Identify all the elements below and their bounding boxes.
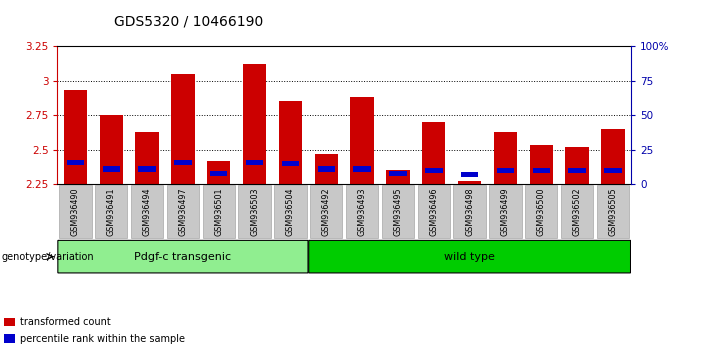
Bar <box>425 168 442 173</box>
FancyBboxPatch shape <box>597 185 629 238</box>
FancyBboxPatch shape <box>238 185 271 238</box>
Text: GSM936500: GSM936500 <box>537 187 546 236</box>
Bar <box>353 166 371 172</box>
Bar <box>171 74 195 184</box>
Text: genotype/variation: genotype/variation <box>1 252 94 262</box>
Text: GSM936494: GSM936494 <box>142 187 151 236</box>
Bar <box>210 171 228 176</box>
Text: GSM936502: GSM936502 <box>573 187 582 236</box>
Bar <box>282 161 299 166</box>
Bar <box>497 168 515 173</box>
Text: GSM936491: GSM936491 <box>107 187 116 236</box>
FancyBboxPatch shape <box>131 185 163 238</box>
Bar <box>207 161 231 184</box>
Bar <box>315 154 338 184</box>
Text: percentile rank within the sample: percentile rank within the sample <box>20 334 185 344</box>
Text: GSM936490: GSM936490 <box>71 187 80 236</box>
Text: GSM936492: GSM936492 <box>322 187 331 236</box>
FancyBboxPatch shape <box>60 185 92 238</box>
Text: GSM936498: GSM936498 <box>465 187 474 236</box>
Bar <box>530 145 553 184</box>
Bar <box>422 122 445 184</box>
Bar <box>102 166 120 172</box>
Bar <box>350 97 374 184</box>
FancyBboxPatch shape <box>167 185 199 238</box>
Bar <box>100 115 123 184</box>
Text: GSM936503: GSM936503 <box>250 187 259 236</box>
Text: Pdgf-c transgenic: Pdgf-c transgenic <box>135 252 231 262</box>
Bar <box>279 101 302 184</box>
Bar <box>533 168 550 173</box>
Text: GSM936493: GSM936493 <box>358 187 367 236</box>
Text: GSM936505: GSM936505 <box>608 187 618 236</box>
Bar <box>569 168 586 173</box>
Bar <box>494 132 517 184</box>
Bar <box>389 171 407 176</box>
FancyBboxPatch shape <box>525 185 557 238</box>
FancyBboxPatch shape <box>489 185 522 238</box>
Bar <box>67 160 84 165</box>
FancyBboxPatch shape <box>382 185 414 238</box>
Bar <box>243 64 266 184</box>
Text: GSM936501: GSM936501 <box>215 187 223 236</box>
Bar <box>601 129 625 184</box>
Bar <box>604 168 622 173</box>
Bar <box>246 160 264 165</box>
Bar <box>135 132 158 184</box>
Bar <box>64 90 87 184</box>
FancyBboxPatch shape <box>561 185 593 238</box>
Text: GDS5320 / 10466190: GDS5320 / 10466190 <box>114 14 263 28</box>
FancyBboxPatch shape <box>418 185 450 238</box>
FancyBboxPatch shape <box>95 185 128 238</box>
Bar <box>174 160 191 165</box>
Bar <box>566 147 589 184</box>
Bar <box>4 318 15 326</box>
Text: GSM936495: GSM936495 <box>393 187 402 236</box>
FancyBboxPatch shape <box>58 240 308 273</box>
FancyBboxPatch shape <box>310 185 342 238</box>
FancyBboxPatch shape <box>454 185 486 238</box>
FancyBboxPatch shape <box>346 185 379 238</box>
Text: GSM936504: GSM936504 <box>286 187 295 236</box>
FancyBboxPatch shape <box>274 185 306 238</box>
Text: GSM936496: GSM936496 <box>429 187 438 236</box>
Bar <box>138 166 156 172</box>
Bar <box>461 172 478 177</box>
FancyBboxPatch shape <box>308 240 630 273</box>
Text: GSM936499: GSM936499 <box>501 187 510 236</box>
Bar <box>386 170 409 184</box>
Bar <box>4 334 15 343</box>
Text: wild type: wild type <box>444 252 495 262</box>
Text: transformed count: transformed count <box>20 318 111 327</box>
Text: GSM936497: GSM936497 <box>179 187 187 236</box>
Bar <box>318 166 335 172</box>
FancyBboxPatch shape <box>203 185 235 238</box>
Bar <box>458 181 482 184</box>
